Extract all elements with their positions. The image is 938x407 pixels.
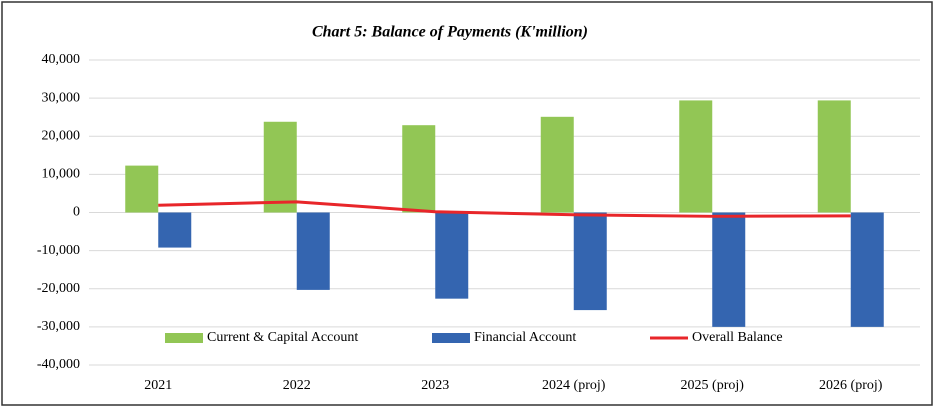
- legend-background: [160, 328, 800, 348]
- x-tick-label: 2023: [421, 378, 449, 393]
- legend-label: Current & Capital Account: [207, 330, 358, 345]
- bar: [158, 212, 192, 248]
- bar: [296, 212, 330, 290]
- x-tick-label: 2026 (proj): [819, 378, 883, 393]
- chart-title: Chart 5: Balance of Payments (K'million): [312, 24, 588, 41]
- y-tick-label: 10,000: [42, 167, 81, 182]
- bar: [679, 100, 713, 213]
- legend-swatch: [432, 333, 470, 343]
- y-tick-label: -10,000: [37, 243, 80, 258]
- y-tick-label: -30,000: [37, 319, 80, 334]
- legend-swatch: [165, 333, 203, 343]
- y-tick-label: -20,000: [37, 281, 80, 296]
- bar: [712, 212, 746, 327]
- bar: [540, 116, 574, 213]
- legend-label: Financial Account: [474, 330, 576, 345]
- bar: [263, 121, 297, 213]
- y-tick-label: 0: [73, 205, 80, 220]
- bar: [125, 165, 159, 213]
- line-series: [158, 200, 851, 218]
- bar: [817, 100, 851, 213]
- y-tick-label: 30,000: [42, 90, 81, 105]
- legend-label: Overall Balance: [692, 330, 783, 345]
- y-tick-label: 20,000: [42, 128, 81, 143]
- y-tick-label: -40,000: [37, 357, 80, 372]
- x-tick-label: 2021: [144, 378, 172, 393]
- y-tick-label: 40,000: [42, 52, 81, 67]
- bar: [435, 212, 469, 299]
- x-tick-label: 2022: [283, 378, 311, 393]
- bar: [850, 212, 884, 327]
- x-tick-label: 2025 (proj): [681, 378, 745, 393]
- bar: [402, 125, 436, 213]
- bar: [573, 212, 607, 311]
- x-tick-label: 2024 (proj): [542, 378, 606, 393]
